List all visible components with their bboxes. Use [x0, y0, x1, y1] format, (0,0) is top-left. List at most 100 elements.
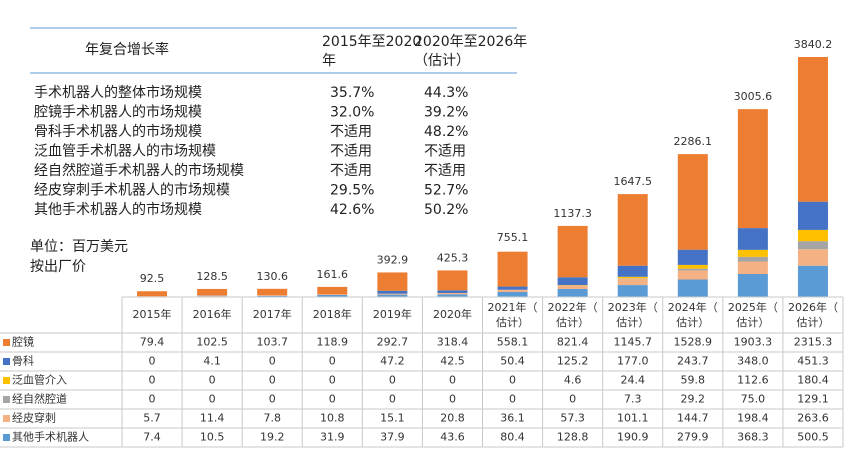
bar-segment [497, 251, 528, 287]
bar-segment [737, 249, 768, 257]
table-value: 43.6 [440, 431, 465, 444]
x-category-label: 2023年（ 估计） [608, 300, 658, 329]
cagr-header-line: （估计） [414, 53, 470, 69]
bar-segment [377, 294, 408, 297]
table-value: 1903.3 [734, 336, 773, 349]
total-label: 128.5 [196, 270, 228, 283]
bar-segment [377, 290, 408, 294]
bar-segment [797, 249, 828, 266]
table-value: 0 [269, 355, 276, 368]
table-value: 7.3 [624, 393, 642, 406]
bar-segment [617, 194, 648, 266]
x-category-line: 2021年（ [488, 300, 538, 314]
cagr-value: 39.2% [424, 105, 468, 121]
x-category-label: 2025年（ 估计） [728, 300, 778, 329]
table-value: 102.5 [196, 336, 228, 349]
bar-segment [797, 201, 828, 230]
bar-segment [197, 288, 228, 296]
x-category-label: 2017年 [253, 307, 292, 321]
cagr-value: 52.7% [424, 183, 468, 199]
table-value: 75.0 [741, 393, 766, 406]
bar-segment [677, 264, 708, 269]
table-value: 177.0 [617, 355, 649, 368]
legend-label: 经自然腔道 [12, 392, 67, 406]
legend-label: 骨科 [12, 354, 34, 368]
table-value: 318.4 [437, 336, 469, 349]
bar-segment [677, 154, 708, 250]
bar-segment [677, 268, 708, 271]
table-value: 0 [209, 374, 216, 387]
cagr-row-label: 手术机器人的整体市场规模 [34, 84, 202, 101]
cagr-row-label: 泛血管手术机器人的市场规模 [34, 143, 216, 160]
table-value: 0 [389, 374, 396, 387]
table-value: 0 [449, 374, 456, 387]
bar-segment [737, 261, 768, 274]
total-label: 92.5 [140, 272, 165, 285]
x-category-line: 估计） [616, 316, 649, 329]
table-value: 11.4 [200, 412, 225, 425]
cagr-value: 42.6% [330, 202, 374, 218]
cagr-row-label: 经皮穿刺手术机器人的市场规模 [34, 182, 230, 199]
x-category-line: 估计） [556, 316, 589, 329]
table-value: 125.2 [557, 355, 589, 368]
legend-label: 经皮穿刺 [12, 411, 56, 425]
x-category-label: 2024年（ 估计） [668, 300, 718, 329]
cagr-value: 48.2% [424, 124, 468, 140]
total-label: 161.6 [317, 268, 349, 281]
bar-segment [797, 241, 828, 250]
bar-segment [557, 277, 588, 286]
x-category-label: 2020年 [433, 307, 472, 321]
total-label: 2286.1 [674, 135, 713, 148]
table-value: 10.5 [200, 431, 225, 444]
bar-segment [197, 295, 228, 297]
table-value: 47.2 [380, 355, 405, 368]
legend-label: 腔镜 [12, 335, 34, 349]
table-value: 558.1 [497, 336, 529, 349]
x-category-line: 2023年（ [608, 300, 658, 314]
cagr-value: 不适用 [330, 163, 372, 179]
cagr-header-line: 年 [322, 53, 336, 69]
table-value: 263.6 [797, 412, 829, 425]
table-value: 0 [149, 355, 156, 368]
bar-segment [497, 286, 528, 290]
x-category-line: 估计） [796, 316, 829, 329]
table-value: 0 [269, 393, 276, 406]
cagr-value: 不适用 [330, 144, 372, 160]
cagr-row-label: 经自然腔道手术机器人的市场规模 [34, 162, 244, 179]
unit-note: 单位：百万美元 [30, 239, 128, 255]
table-value: 500.5 [797, 431, 829, 444]
x-category-line: 2022年（ [548, 300, 598, 314]
table-value: 0 [329, 355, 336, 368]
x-category-line: 2026年（ [788, 300, 838, 314]
cagr-row-label: 骨科手术机器人的市场规模 [34, 123, 202, 140]
table-value: 129.1 [797, 393, 829, 406]
table-value: 37.9 [380, 431, 405, 444]
table-value: 20.8 [440, 412, 465, 425]
bar-segment [317, 294, 348, 296]
table-value: 10.8 [320, 412, 345, 425]
table-value: 0 [329, 393, 336, 406]
table-value: 101.1 [617, 412, 649, 425]
bar-segment [617, 278, 648, 286]
bar-segment [317, 286, 348, 295]
bar-segment [617, 265, 648, 277]
cagr-header: 2015年至2020 年 [322, 34, 421, 69]
table-value: 0 [509, 374, 516, 387]
total-label: 1137.3 [553, 207, 592, 220]
table-value: 0 [149, 374, 156, 387]
table-value: 79.4 [140, 336, 165, 349]
table-value: 180.4 [797, 374, 829, 387]
cagr-value: 44.3% [424, 85, 468, 101]
table-value: 243.7 [677, 355, 709, 368]
x-category-label: 2021年（ 估计） [488, 300, 538, 329]
table-value: 190.9 [617, 431, 649, 444]
total-label: 3840.2 [794, 38, 833, 51]
table-value: 451.3 [797, 355, 829, 368]
total-label: 392.9 [377, 253, 409, 266]
bar-segment [377, 293, 408, 295]
bar-segment [377, 272, 408, 291]
x-category-label: 2022年（ 估计） [548, 300, 598, 329]
table-value: 7.8 [263, 412, 281, 425]
table-value: 0 [149, 393, 156, 406]
total-label: 1647.5 [613, 175, 652, 188]
